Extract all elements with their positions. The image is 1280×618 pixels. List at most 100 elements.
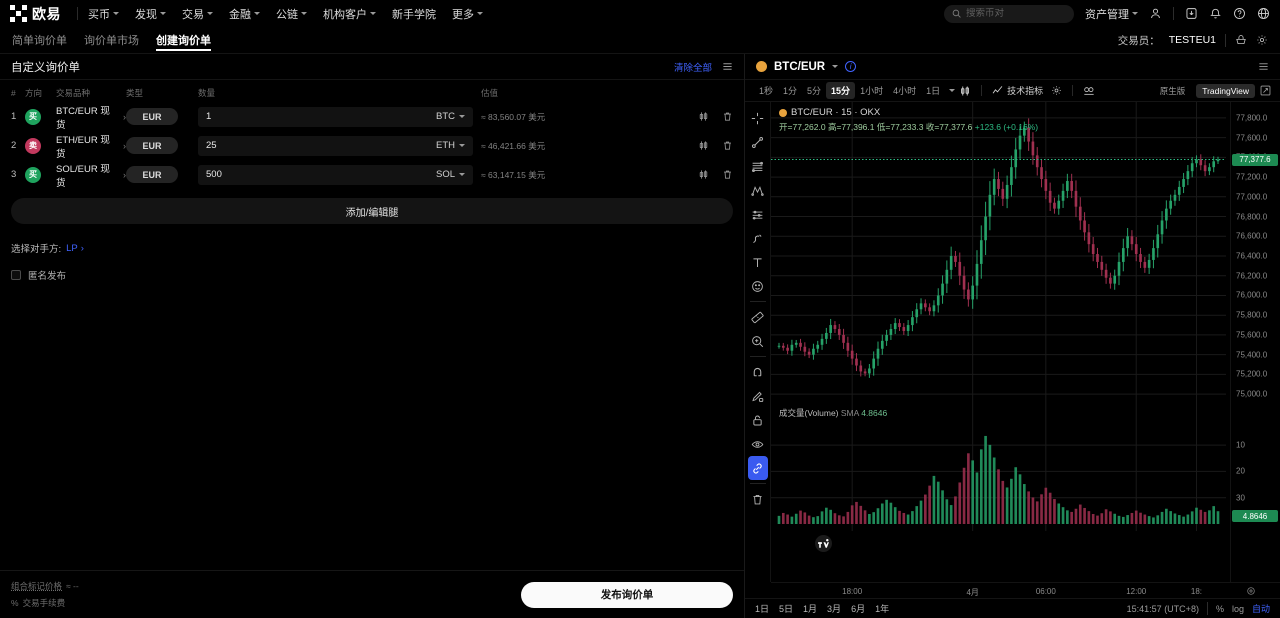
theme-icon[interactable]: [1235, 34, 1247, 46]
quantity-input[interactable]: [206, 140, 436, 151]
delete-row-icon[interactable]: [722, 169, 733, 180]
brush-icon[interactable]: [748, 226, 768, 250]
candlestick-icon[interactable]: [698, 140, 709, 151]
timeframe-15m[interactable]: 15分: [826, 82, 856, 99]
timeframe-1h[interactable]: 1小时: [860, 86, 884, 96]
search-input[interactable]: [966, 8, 1066, 19]
publish-rfq-button[interactable]: 发布询价单: [521, 581, 733, 608]
nav-item-buy[interactable]: 买币: [88, 6, 119, 22]
quantity-field[interactable]: BTC: [198, 106, 473, 127]
fib-icon[interactable]: [748, 178, 768, 202]
type-pill[interactable]: EUR: [126, 166, 178, 183]
direction-cell[interactable]: 卖: [25, 137, 56, 154]
range-3mo[interactable]: 3月: [827, 604, 842, 614]
chart-type-icon[interactable]: [959, 85, 971, 97]
timeframe-1s[interactable]: 1秒: [759, 86, 774, 96]
axis-settings-icon[interactable]: [1246, 586, 1262, 596]
user-icon[interactable]: [1149, 7, 1162, 20]
candlestick-icon[interactable]: [698, 169, 709, 180]
anonymous-checkbox[interactable]: [11, 270, 21, 280]
zoom-icon[interactable]: [748, 329, 768, 353]
counterparty-selector[interactable]: LP ›: [66, 243, 84, 254]
unit-selector[interactable]: ETH: [436, 140, 465, 151]
chevron-down-icon[interactable]: [832, 65, 839, 68]
pencil-lock-icon[interactable]: [748, 384, 768, 408]
symbol-selector[interactable]: BTC/EUR 现货 ›: [56, 103, 126, 131]
delete-row-icon[interactable]: [722, 111, 733, 122]
trash-icon[interactable]: [748, 487, 768, 511]
lock-icon[interactable]: [748, 408, 768, 432]
time-axis[interactable]: 18:00 4月 06:00 12:00 18:: [771, 582, 1230, 598]
menu-icon[interactable]: [722, 61, 733, 72]
tab-create-rfq[interactable]: 创建询价单: [156, 27, 211, 53]
ruler-icon[interactable]: [748, 305, 768, 329]
quantity-field[interactable]: ETH: [198, 135, 473, 156]
settings-gear-icon[interactable]: [1256, 34, 1268, 46]
direction-cell[interactable]: 买: [25, 108, 56, 125]
timeframe-1d[interactable]: 1日: [926, 86, 941, 96]
magnet-icon[interactable]: [748, 360, 768, 384]
unit-selector[interactable]: SOL: [436, 169, 465, 180]
eye-icon[interactable]: [748, 432, 768, 456]
link-icon[interactable]: [747, 456, 768, 480]
symbol-selector[interactable]: SOL/EUR 现货 ›: [56, 161, 126, 189]
add-edit-leg-button[interactable]: 添加/编辑腿: [11, 198, 733, 224]
quantity-field[interactable]: SOL: [198, 164, 473, 185]
clear-all-button[interactable]: 清除全部: [673, 62, 712, 74]
emoji-icon[interactable]: [748, 274, 768, 298]
price-chart[interactable]: BTC/EUR · 15 · OKX 开=77,262.0 高=77,396.1…: [771, 102, 1230, 582]
percent-scale-button[interactable]: %: [1215, 603, 1224, 614]
indicators-button[interactable]: 技术指标: [992, 84, 1043, 97]
candlestick-icon[interactable]: [698, 111, 709, 122]
compare-icon[interactable]: [1083, 85, 1095, 97]
log-scale-button[interactable]: log: [1231, 603, 1244, 614]
auto-scale-button[interactable]: 自动: [1251, 604, 1270, 614]
trend-line-icon[interactable]: [748, 130, 768, 154]
pattern-icon[interactable]: [748, 202, 768, 226]
unit-selector[interactable]: BTC: [436, 111, 465, 122]
range-1y[interactable]: 1年: [875, 604, 890, 614]
timeframe-1m[interactable]: 1分: [783, 86, 798, 96]
bell-icon[interactable]: [1209, 7, 1222, 20]
nav-item-finance[interactable]: 金融: [229, 6, 260, 22]
nav-item-institutional[interactable]: 机构客户: [323, 6, 376, 22]
chart-menu-icon[interactable]: [1258, 61, 1269, 72]
price-axis[interactable]: 77,800.077,600.077,400.077,200.077,000.0…: [1230, 102, 1280, 582]
range-5d[interactable]: 5日: [779, 604, 794, 614]
type-pill[interactable]: EUR: [126, 108, 178, 125]
chart-settings-gear-icon[interactable]: [1051, 85, 1062, 96]
tradingview-logo-icon[interactable]: [815, 535, 832, 552]
chevron-down-icon[interactable]: [949, 89, 956, 92]
nav-item-more[interactable]: 更多: [452, 6, 483, 22]
horizontal-lines-icon[interactable]: [748, 154, 768, 178]
tab-simple-rfq[interactable]: 简单询价单: [12, 27, 67, 53]
anonymous-label[interactable]: 匿名发布: [28, 271, 67, 282]
type-pill[interactable]: EUR: [126, 137, 178, 154]
info-icon[interactable]: i: [845, 61, 857, 72]
download-icon[interactable]: [1185, 7, 1198, 20]
quantity-input[interactable]: [206, 111, 436, 122]
range-1d[interactable]: 1日: [755, 604, 770, 614]
fullscreen-icon[interactable]: [1260, 85, 1271, 96]
symbol-selector[interactable]: ETH/EUR 现货 ›: [56, 132, 126, 160]
nav-item-chain[interactable]: 公链: [276, 6, 307, 22]
delete-row-icon[interactable]: [722, 140, 733, 151]
range-1mo[interactable]: 1月: [803, 604, 818, 614]
crosshair-icon[interactable]: [748, 106, 768, 130]
quantity-input[interactable]: [206, 169, 436, 180]
help-icon[interactable]: [1233, 7, 1246, 20]
nav-item-academy[interactable]: 新手学院: [392, 6, 436, 22]
timeframe-5m[interactable]: 5分: [807, 86, 822, 96]
view-tradingview[interactable]: TradingView: [1196, 83, 1255, 98]
range-6mo[interactable]: 6月: [851, 604, 866, 614]
assets-menu[interactable]: 资产管理: [1085, 6, 1138, 22]
search-box[interactable]: [944, 4, 1074, 23]
nav-item-trade[interactable]: 交易: [182, 6, 213, 22]
direction-cell[interactable]: 买: [25, 166, 56, 183]
text-icon[interactable]: [748, 250, 768, 274]
globe-icon[interactable]: [1257, 7, 1270, 20]
view-native[interactable]: 原生版: [1159, 85, 1186, 96]
okx-logo[interactable]: 欧易: [10, 4, 61, 24]
tab-rfq-market[interactable]: 询价单市场: [84, 27, 139, 53]
nav-item-discover[interactable]: 发现: [135, 6, 166, 22]
